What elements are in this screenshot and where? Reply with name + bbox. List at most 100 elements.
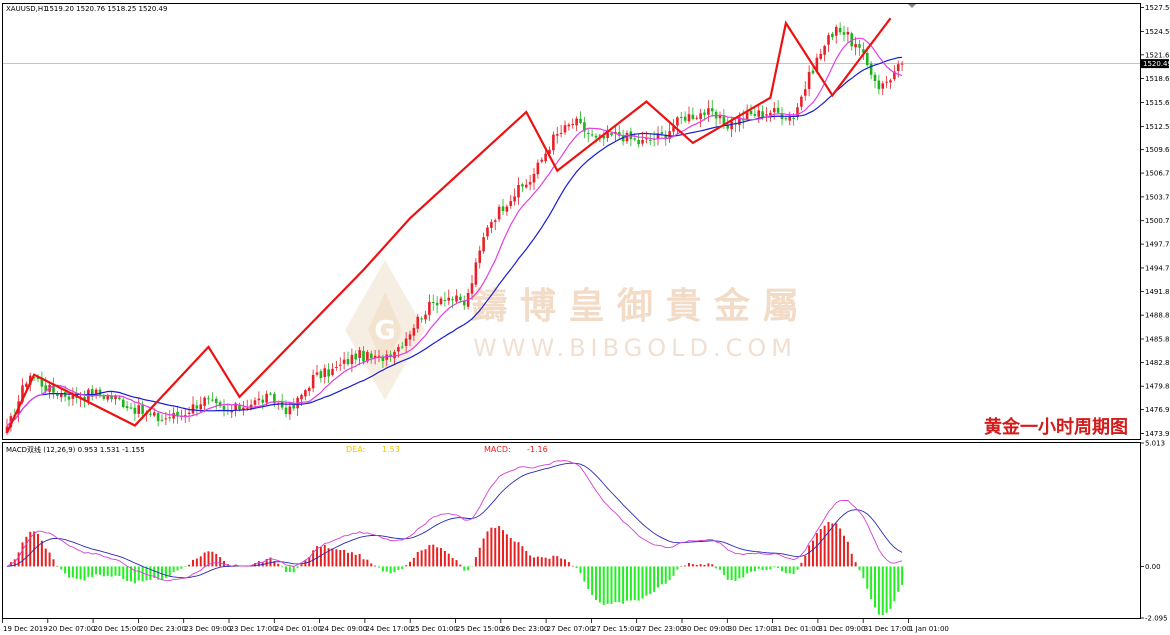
- time-tick-label: 23 Dec 09:00: [184, 625, 231, 633]
- time-tick-label: 25 Dec 15:00: [456, 625, 503, 633]
- candle-body: [5, 426, 9, 434]
- candle-body: [218, 402, 222, 407]
- candle-body: [722, 116, 726, 125]
- candle-body: [811, 70, 815, 74]
- candle-body: [222, 405, 226, 410]
- price-tick-label: 1497.75: [1145, 241, 1170, 249]
- candle-body: [559, 132, 563, 134]
- candle-body: [532, 173, 536, 183]
- candle-body: [447, 297, 451, 301]
- candle-body: [730, 121, 733, 130]
- candle-body: [393, 351, 396, 359]
- candle-body: [699, 113, 702, 119]
- candle-body: [687, 114, 691, 122]
- candle-body: [443, 299, 447, 301]
- candle-body: [660, 132, 664, 134]
- candle-body: [784, 118, 788, 120]
- price-tick-label: 1494.75: [1145, 264, 1170, 272]
- candle-body: [772, 108, 776, 113]
- candle-body: [385, 354, 389, 360]
- candle-body: [141, 405, 144, 414]
- time-tick-label: 24 Dec 17:00: [365, 625, 412, 633]
- candle-body: [59, 393, 63, 398]
- candle-body: [881, 83, 885, 89]
- candle-body: [207, 398, 210, 400]
- candle-body: [862, 49, 865, 53]
- candle-body: [842, 32, 846, 35]
- candle-body: [377, 355, 381, 357]
- candle-body: [691, 114, 695, 119]
- time-tick-label: 19 Dec 2019: [3, 625, 48, 633]
- candle-body: [36, 376, 40, 380]
- macd-y-axis: 5.013 0.00 -2.095: [1140, 440, 1168, 623]
- candle-body: [602, 135, 606, 139]
- candle-body: [52, 385, 55, 393]
- price-tick-label: 1473.90: [1145, 430, 1170, 438]
- macd-tick-label: 5.013: [1145, 440, 1165, 448]
- candle-body: [509, 201, 513, 206]
- candle-body: [319, 371, 323, 379]
- candle-body: [164, 418, 168, 420]
- price-tick-label: 1518.60: [1145, 75, 1170, 83]
- candle-body: [521, 184, 524, 187]
- candle-body: [90, 389, 94, 397]
- time-tick-label: 24 Dec 09:00: [320, 625, 367, 633]
- candle-body: [242, 407, 245, 410]
- candle-body: [827, 35, 830, 45]
- candle-body: [335, 366, 338, 368]
- candle-body: [490, 221, 493, 228]
- candle-body: [307, 387, 311, 391]
- candle-body: [323, 368, 327, 378]
- time-tick-label: 27 Dec 15:00: [592, 625, 639, 633]
- candle-body: [168, 417, 172, 419]
- candle-body: [834, 26, 838, 36]
- candle-body: [703, 112, 706, 115]
- candle-body: [683, 116, 687, 121]
- price-tick-label: 1506.70: [1145, 170, 1170, 178]
- candle-body: [586, 133, 590, 135]
- price-tick-label: 1524.55: [1145, 28, 1170, 36]
- watermark-logo-inner: [368, 292, 402, 368]
- candle-body: [567, 124, 571, 127]
- candle-body: [257, 398, 261, 401]
- candle-body: [83, 397, 86, 400]
- candle-body: [191, 404, 195, 414]
- candle-body: [718, 114, 722, 119]
- price-tick-label: 1515.60: [1145, 99, 1170, 107]
- candle-body: [656, 133, 660, 139]
- candle-body: [645, 138, 648, 140]
- candle-body: [625, 132, 629, 142]
- time-tick-label: 27 Dec 07:00: [547, 625, 594, 633]
- candle-body: [474, 262, 478, 285]
- candle-body: [63, 392, 67, 397]
- dea-label: DEA:: [346, 445, 365, 454]
- scroll-marker-icon[interactable]: [908, 4, 916, 8]
- candle-body: [885, 81, 888, 83]
- candle-body: [555, 134, 559, 136]
- macd-tick-label: -2.095: [1145, 615, 1168, 623]
- watermark-en: WWW.BIBGOLD.COM: [473, 334, 797, 362]
- time-tick-label: 30 Dec 09:00: [683, 625, 730, 633]
- candle-body: [621, 136, 625, 142]
- candle-body: [214, 398, 218, 404]
- candle-body: [676, 117, 679, 126]
- candle-body: [400, 346, 404, 348]
- candle-body: [67, 396, 71, 400]
- price-tick-label: 1521.60: [1145, 51, 1170, 59]
- candle-body: [858, 44, 861, 48]
- candle-body: [428, 301, 431, 315]
- candle-body: [517, 184, 520, 198]
- zigzag-line: [6, 17, 892, 434]
- price-tick-label: 1485.80: [1145, 335, 1170, 343]
- candle-body: [358, 350, 361, 358]
- candle-body: [524, 184, 528, 188]
- candle-body: [792, 117, 795, 119]
- candle-body: [129, 407, 133, 409]
- candle-body: [544, 153, 547, 162]
- macd-fast-line: [6, 460, 903, 582]
- candle-body: [439, 298, 443, 305]
- candle-body: [493, 220, 497, 223]
- candle-body: [176, 411, 179, 417]
- candle-body: [707, 108, 710, 115]
